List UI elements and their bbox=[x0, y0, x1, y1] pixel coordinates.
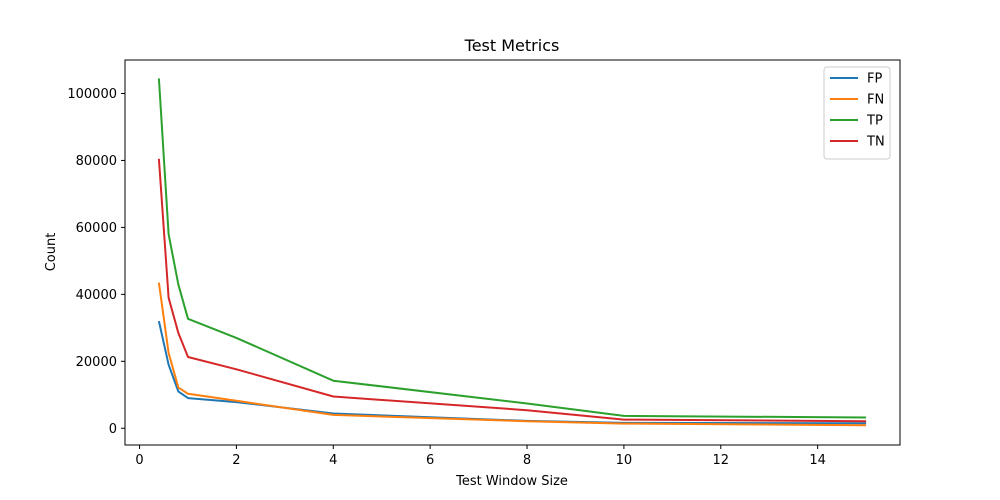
legend: FP FN TP TN bbox=[824, 67, 890, 159]
x-axis-title: Test Window Size bbox=[455, 474, 568, 489]
y-tick-label: 80000 bbox=[76, 154, 117, 169]
y-tick-label: 100000 bbox=[67, 87, 117, 102]
y-axis: 0 20000 40000 60000 80000 100000 bbox=[67, 87, 125, 437]
series-line-fn bbox=[159, 283, 866, 426]
y-axis-title: Count bbox=[44, 233, 59, 272]
plot-frame bbox=[125, 60, 900, 445]
x-tick-label: 0 bbox=[135, 453, 143, 468]
series-line-tp bbox=[159, 78, 866, 417]
x-tick-label: 10 bbox=[616, 453, 633, 468]
x-tick-label: 4 bbox=[329, 453, 337, 468]
chart-title: Test Metrics bbox=[464, 36, 560, 55]
x-tick-label: 6 bbox=[426, 453, 434, 468]
legend-label-tn: TN bbox=[866, 135, 885, 150]
y-tick-label: 0 bbox=[109, 422, 117, 437]
x-tick-label: 14 bbox=[809, 453, 826, 468]
x-axis: 0 2 4 6 8 10 12 14 bbox=[135, 445, 826, 468]
x-tick-label: 8 bbox=[523, 453, 531, 468]
y-tick-label: 20000 bbox=[76, 355, 117, 370]
x-tick-label: 12 bbox=[713, 453, 730, 468]
series-line-tn bbox=[159, 159, 866, 421]
legend-label-fn: FN bbox=[867, 93, 884, 108]
legend-label-tp: TP bbox=[866, 114, 883, 129]
x-tick-label: 2 bbox=[232, 453, 240, 468]
y-tick-label: 60000 bbox=[76, 221, 117, 236]
y-tick-label: 40000 bbox=[76, 288, 117, 303]
series-line-fp bbox=[159, 321, 866, 423]
plot-lines bbox=[159, 78, 866, 425]
legend-label-fp: FP bbox=[867, 72, 882, 87]
